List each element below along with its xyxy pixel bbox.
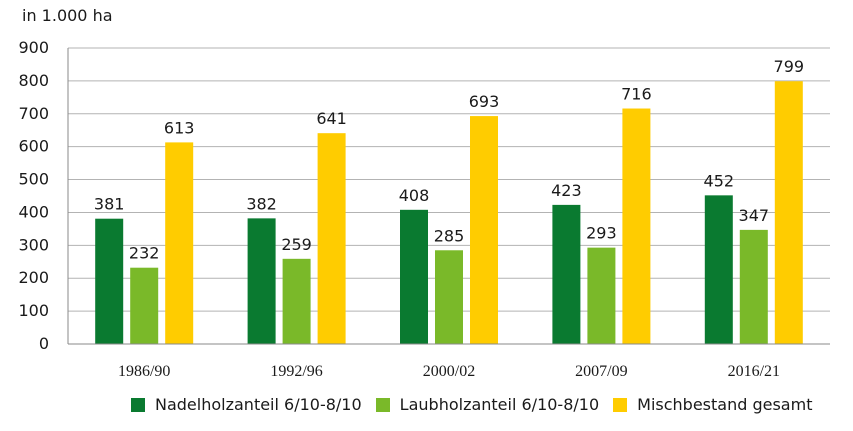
- legend: Nadelholzanteil 6/10-8/10 Laubholzanteil…: [131, 395, 826, 414]
- data-label: 232: [129, 244, 160, 263]
- y-tick-label: 200: [18, 268, 49, 287]
- data-label: 293: [586, 224, 617, 243]
- bar: [552, 204, 581, 344]
- bar: [435, 250, 463, 344]
- x-tick-label: 1986/90: [118, 363, 170, 380]
- bar: [470, 116, 498, 344]
- data-label: 423: [551, 181, 582, 200]
- y-tick-label: 0: [39, 334, 49, 353]
- legend-swatch-mischbestand: [613, 397, 628, 412]
- bar: [95, 218, 124, 344]
- data-label: 381: [94, 195, 125, 214]
- y-tick-label: 100: [18, 301, 49, 320]
- data-label: 613: [164, 118, 195, 137]
- data-label: 285: [434, 226, 465, 245]
- y-tick-label: 700: [18, 104, 49, 123]
- x-tick-label: 1992/96: [270, 363, 322, 380]
- x-tick-label: 2000/02: [423, 363, 475, 380]
- y-tick-label: 400: [18, 202, 49, 221]
- bar: [317, 133, 346, 344]
- bar: [704, 195, 733, 344]
- bar: [130, 267, 159, 344]
- y-axis: 0 100 200 300 400 500 600 700 800 900: [18, 38, 69, 353]
- data-label: 799: [774, 57, 805, 76]
- data-label: 408: [399, 186, 430, 205]
- y-tick-label: 900: [18, 38, 49, 57]
- legend-item-mischbestand: Mischbestand gesamt: [613, 395, 812, 414]
- bar: [622, 108, 651, 344]
- y-tick-label: 300: [18, 235, 49, 254]
- bar: [400, 209, 428, 344]
- legend-label-laubholz: Laubholzanteil 6/10-8/10: [399, 395, 600, 414]
- unit-label: in 1.000 ha: [22, 6, 113, 25]
- data-label: 716: [621, 85, 652, 104]
- data-label: 259: [281, 235, 312, 254]
- data-label: 382: [246, 194, 277, 213]
- y-tick-label: 800: [18, 71, 49, 90]
- bars: [95, 81, 803, 345]
- data-label: 347: [739, 206, 770, 225]
- bar: [774, 81, 803, 345]
- data-label: 641: [316, 109, 347, 128]
- legend-label-nadelholz: Nadelholzanteil 6/10-8/10: [155, 395, 362, 414]
- legend-label-mischbestand: Mischbestand gesamt: [637, 395, 813, 414]
- bar: [247, 218, 276, 344]
- x-tick-label: 2007/09: [575, 363, 627, 380]
- data-label: 693: [469, 92, 500, 111]
- value-labels: 381 232 613 382 259 641 408 285 693 423 293 716 4523…: [94, 57, 804, 262]
- bar: [282, 258, 311, 344]
- legend-item-laubholz: Laubholzanteil 6/10-8/10: [375, 395, 600, 414]
- legend-swatch-laubholz: [375, 397, 390, 412]
- data-label: 452: [704, 171, 735, 190]
- bar: [165, 142, 194, 344]
- bar: [739, 229, 768, 344]
- bar: [587, 247, 616, 344]
- legend-swatch-nadelholz: [131, 397, 145, 412]
- y-tick-label: 500: [18, 170, 49, 189]
- x-tick-label: 2016/21: [728, 363, 780, 380]
- legend-item-nadelholz: Nadelholzanteil 6/10-8/10: [131, 395, 362, 414]
- x-axis: 1986/90 1992/96 2000/02 2007/09 2016/21: [68, 343, 830, 380]
- y-tick-label: 600: [18, 137, 49, 156]
